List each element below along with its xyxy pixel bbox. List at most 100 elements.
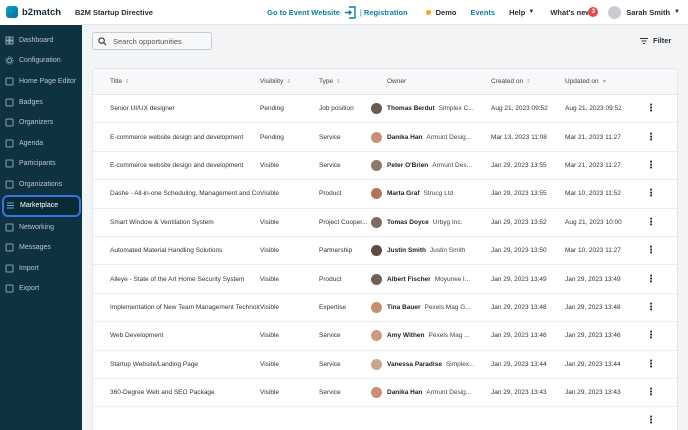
owner-name: Peter O'Brien [387, 161, 429, 169]
owner-name: Vanessa Paradise [387, 360, 442, 368]
owner-name: Tomas Doyce [387, 218, 429, 226]
column-created[interactable]: Created on ⇕ [491, 78, 565, 85]
participants-icon [5, 159, 14, 168]
cell-title[interactable]: Startup Website/Landing Page [110, 360, 199, 368]
event-name: B2M Startup Directive [75, 7, 153, 17]
cell-title[interactable]: Dashe - All-in-one Scheduling, Managemen… [110, 190, 260, 198]
more-options-icon[interactable]: ⋮ [646, 245, 656, 257]
table-row[interactable]: Web Development Visible Service Amy Withen P… [93, 322, 677, 351]
column-title-label: Title [110, 78, 123, 85]
cell-owner: Tomas Doyce Urbyg Inc. [371, 216, 491, 228]
cell-updated: Jan 29, 2023 13:49 [565, 275, 621, 283]
table-row[interactable]: 360-Degree Web and SEO Package Visible Ser… [93, 379, 677, 408]
column-type[interactable]: Type ⇕ [319, 78, 371, 85]
more-options-icon[interactable]: ⋮ [646, 273, 656, 285]
whats-new-button[interactable]: What's new 3 [550, 7, 599, 17]
sidebar-item-home-page-editor[interactable]: Home Page Editor [0, 71, 82, 92]
more-options-icon[interactable]: ⋮ [646, 188, 656, 200]
top-bar: b2match B2M Startup Directive Go to Even… [0, 0, 688, 25]
cell-visibility: Pending [260, 105, 284, 113]
sidebar-item-messages[interactable]: Messages [0, 237, 82, 258]
cell-type: Product [319, 275, 342, 283]
sidebar-item-participants[interactable]: Participants [0, 154, 82, 175]
more-options-icon[interactable]: ⋮ [646, 358, 656, 370]
registration-link[interactable]: Registration [363, 7, 408, 17]
sidebar-item-dashboard[interactable]: Dashboard [0, 30, 82, 51]
column-visibility[interactable]: Visibility ⇕ [260, 78, 319, 85]
filter-button[interactable]: Filter [640, 36, 671, 45]
demo-status[interactable]: Demo [425, 8, 456, 17]
organizations-icon [5, 180, 14, 189]
sidebar-item-marketplace[interactable]: Marketplace [2, 194, 81, 217]
sidebar-item-configuration[interactable]: Configuration [0, 51, 82, 72]
table-row[interactable]: Smart Window & Ventilation System Visible… [93, 209, 677, 237]
notification-badge: 3 [588, 7, 599, 17]
events-link[interactable]: Events [470, 7, 496, 17]
table-row[interactable]: Senior UI/UX designer Pending Job position… [93, 95, 677, 124]
owner-name: Albert Fischer [387, 275, 431, 283]
cell-title[interactable]: Smart Window & Ventilation System [110, 218, 214, 226]
cell-title[interactable]: Alleye - State of the Art Home Security … [110, 275, 245, 283]
avatar [371, 273, 382, 285]
sidebar-item-networking[interactable]: Networking [0, 217, 82, 238]
table-row[interactable]: Dashe - All-in-one Scheduling, Managemen… [93, 180, 677, 209]
table-row[interactable]: Implementation of New Team Management Te… [93, 294, 677, 323]
search-box[interactable] [92, 32, 212, 50]
help-menu[interactable]: Help ▼ [509, 8, 534, 17]
chevron-down-icon: ▼ [528, 9, 535, 15]
sort-icon: ⇕ [526, 78, 531, 85]
more-options-icon[interactable]: ⋮ [646, 387, 656, 399]
cell-created: Jan 29, 2023 13:48 [491, 303, 547, 311]
cell-visibility: Visible [260, 303, 280, 311]
cell-title[interactable]: Automated Material Handling Solutions [110, 247, 223, 255]
logo[interactable]: b2match [0, 0, 82, 25]
sidebar-item-export[interactable]: Export [0, 279, 82, 300]
sidebar-item-badges[interactable]: Badges [0, 92, 82, 113]
table-row[interactable]: E-commerce website design and developmen… [93, 123, 677, 152]
cell-title[interactable]: Senior UI/UX designer [110, 105, 175, 113]
more-options-icon[interactable]: ⋮ [646, 415, 656, 427]
more-options-icon[interactable]: ⋮ [646, 103, 656, 115]
cell-owner: Vanessa Paradise Simplex... [371, 358, 491, 370]
sidebar-item-agenda[interactable]: Agenda [0, 133, 82, 154]
cell-title[interactable]: E-commerce website design and developmen… [110, 161, 244, 169]
more-options-icon[interactable]: ⋮ [646, 330, 656, 342]
cell-title[interactable]: 360-Degree Web and SEO Package [110, 389, 215, 397]
login-icon[interactable] [344, 5, 356, 19]
avatar [371, 131, 382, 143]
cell-updated: Mar 21, 2023 11:27 [565, 133, 621, 141]
owner-name: Amy Withen [387, 332, 425, 340]
avatar [371, 216, 382, 228]
more-options-icon[interactable]: ⋮ [646, 159, 656, 171]
column-owner-label: Owner [387, 78, 407, 85]
cell-title[interactable]: Implementation of New Team Management Te… [110, 303, 260, 311]
more-options-icon[interactable]: ⋮ [646, 216, 656, 228]
avatar[interactable] [608, 5, 622, 19]
sort-icon: ▼ [601, 78, 608, 85]
table-row[interactable]: E-commerce website design and developmen… [93, 152, 677, 181]
sidebar-item-organizations[interactable]: Organizations [0, 174, 82, 195]
chevron-down-icon[interactable]: ▼ [674, 9, 680, 15]
sidebar-item-import[interactable]: Import [0, 258, 82, 279]
table-row[interactable]: Automated Material Handling Solutions Vis… [93, 237, 677, 266]
column-updated-label: Updated on [565, 78, 599, 85]
column-title[interactable]: Title ⇕ [93, 78, 260, 85]
cell-owner: Danika Han Armunt Desig... [371, 131, 491, 143]
top-right-nav: Go to Event Website | Registration Demo … [267, 0, 688, 25]
table-row[interactable]: ⋮ [93, 407, 677, 430]
table-row[interactable]: Alleye - State of the Art Home Security … [93, 265, 677, 294]
avatar [371, 301, 382, 313]
more-options-icon[interactable]: ⋮ [646, 131, 656, 143]
cell-title[interactable]: Web Development [110, 332, 164, 340]
cell-created: Jan 29, 2023 13:49 [491, 275, 547, 283]
more-options-icon[interactable]: ⋮ [646, 301, 656, 313]
search-input[interactable] [113, 36, 208, 46]
logo-icon [6, 6, 18, 18]
sidebar-item-organizers[interactable]: Organizers [0, 112, 82, 133]
cell-updated: Aug 21, 2023 10:00 [565, 218, 622, 226]
table-row[interactable]: Startup Website/Landing Page Visible Servi… [93, 351, 677, 379]
cell-title[interactable]: E-commerce website design and developmen… [110, 133, 244, 141]
column-updated[interactable]: Updated on ▼ [565, 78, 643, 85]
go-to-event-link[interactable]: Go to Event Website [267, 7, 340, 17]
user-name[interactable]: Sarah Smith [626, 7, 671, 17]
